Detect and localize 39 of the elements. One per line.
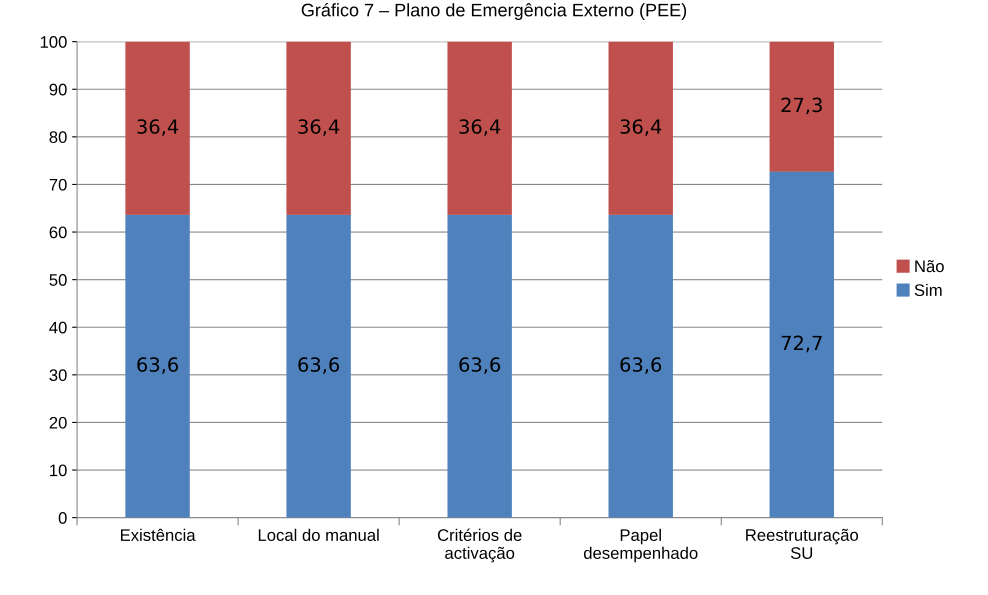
bar <box>608 214 673 518</box>
x-tick-label: Existência <box>120 528 196 542</box>
bar <box>447 42 512 215</box>
data-label: 36,4 <box>137 119 178 136</box>
x-tick-label: Local do manual <box>258 528 379 542</box>
y-tick-label: 30 <box>49 369 67 382</box>
data-label: 63,6 <box>459 357 500 374</box>
bar <box>286 214 351 518</box>
data-label: 63,6 <box>137 357 178 374</box>
data-label: 72,7 <box>782 336 822 352</box>
data-label: 63,6 <box>620 357 662 374</box>
legend-label: Sim <box>914 284 942 296</box>
y-tick-label: 90 <box>50 84 67 96</box>
bar <box>770 42 834 172</box>
x-tick-label: Reestruturação SU <box>746 528 858 559</box>
y-tick-label: 100 <box>40 36 67 48</box>
y-tick-label: 60 <box>50 226 67 238</box>
bar <box>770 172 834 518</box>
legend-label: Não <box>915 260 944 272</box>
chart-title: Gráfico 7 – Plano de Emergência Externo (PEE) <box>302 2 686 20</box>
bar <box>608 42 673 215</box>
y-tick-label: 0 <box>58 512 67 524</box>
y-tick-label: 20 <box>50 416 67 429</box>
data-label: 36,4 <box>620 119 662 136</box>
y-tick-label: 80 <box>50 131 67 144</box>
y-tick-label: 40 <box>49 322 67 334</box>
x-tick-label: Papel desempenhado <box>584 528 698 562</box>
bar <box>125 42 190 215</box>
bar <box>447 214 512 518</box>
bar <box>125 214 190 518</box>
data-label: 36,4 <box>298 119 340 136</box>
data-label: 27,3 <box>782 98 822 114</box>
bar <box>286 42 351 215</box>
y-tick-label: 70 <box>50 178 67 191</box>
y-tick-label: 50 <box>49 274 67 286</box>
y-tick-label: 10 <box>50 464 67 476</box>
data-label: 36,4 <box>460 119 500 136</box>
data-label: 63,6 <box>298 357 340 374</box>
x-tick-label: Critérios de activação <box>438 528 522 562</box>
